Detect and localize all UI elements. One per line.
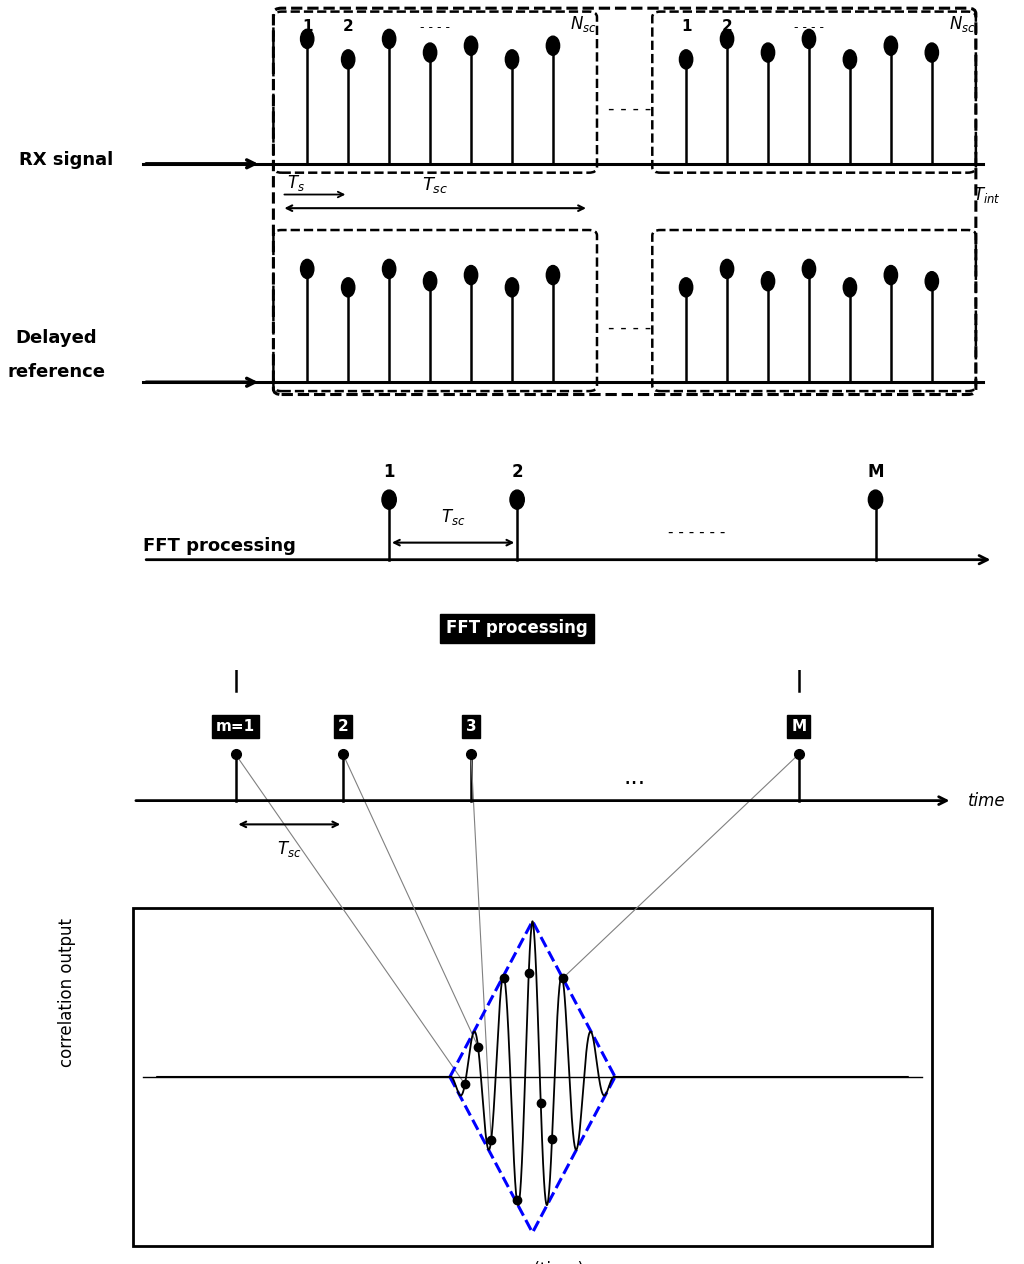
Text: - - - - - - - - - - -: - - - - - - - - - - - (564, 0, 654, 4)
Ellipse shape (424, 272, 436, 291)
Ellipse shape (506, 278, 518, 297)
Text: M: M (867, 463, 884, 482)
Text: 1: 1 (301, 0, 313, 4)
Text: $T_s$: $T_s$ (287, 173, 305, 193)
Text: 1: 1 (681, 19, 691, 34)
Ellipse shape (803, 29, 815, 48)
Text: $T_{sc}$: $T_{sc}$ (422, 174, 449, 195)
Text: 2: 2 (343, 19, 353, 34)
Text: FFT processing: FFT processing (143, 537, 296, 555)
Text: $N_{sc}$: $N_{sc}$ (570, 14, 597, 34)
Text: m=1: m=1 (216, 719, 255, 734)
Text: ...: ... (624, 765, 646, 789)
Ellipse shape (383, 259, 395, 278)
Ellipse shape (301, 259, 313, 278)
Ellipse shape (926, 272, 939, 291)
Ellipse shape (803, 259, 815, 278)
Ellipse shape (547, 37, 559, 56)
Text: - - - -: - - - - (420, 21, 451, 34)
Text: 1: 1 (383, 463, 395, 482)
Ellipse shape (762, 43, 774, 62)
Text: $T_{sc}$: $T_{sc}$ (278, 839, 301, 860)
Text: $T_{sc}$: $T_{sc}$ (441, 507, 465, 527)
Ellipse shape (465, 37, 477, 56)
Text: 3: 3 (466, 719, 476, 734)
Bar (133, 908, 932, 1246)
Ellipse shape (762, 272, 774, 291)
Text: FFT processing: FFT processing (446, 619, 588, 637)
Text: - - - -: - - - - (608, 100, 651, 119)
Ellipse shape (721, 29, 733, 48)
Text: N: N (961, 0, 975, 4)
Text: $N_{sc}$: $N_{sc}$ (949, 14, 976, 34)
Text: range (time): range (time) (480, 1261, 585, 1264)
Ellipse shape (424, 43, 436, 62)
Text: RX signal: RX signal (19, 152, 114, 169)
Ellipse shape (844, 49, 856, 70)
Text: - - - -: - - - - (608, 319, 651, 336)
Ellipse shape (506, 49, 518, 70)
Text: 2: 2 (342, 0, 354, 4)
Text: time: time (968, 791, 1006, 810)
Ellipse shape (383, 29, 395, 48)
Text: 2: 2 (722, 19, 732, 34)
Ellipse shape (342, 49, 355, 70)
Text: - - - - - -: - - - - - - (668, 525, 725, 540)
Ellipse shape (844, 278, 856, 297)
Text: M: M (792, 719, 806, 734)
Text: 2: 2 (511, 463, 523, 482)
Ellipse shape (885, 265, 897, 284)
Ellipse shape (680, 49, 692, 70)
Ellipse shape (680, 278, 692, 297)
Ellipse shape (301, 29, 313, 48)
Text: 2: 2 (338, 719, 348, 734)
Ellipse shape (382, 490, 396, 509)
Ellipse shape (926, 43, 939, 62)
Ellipse shape (510, 490, 524, 509)
Text: correlation output: correlation output (57, 918, 76, 1067)
Ellipse shape (868, 490, 883, 509)
Ellipse shape (342, 278, 355, 297)
Ellipse shape (465, 265, 477, 284)
Text: Delayed: Delayed (15, 329, 97, 346)
Text: $T_{int}$: $T_{int}$ (973, 185, 1000, 205)
Ellipse shape (547, 265, 559, 284)
Text: reference: reference (7, 363, 105, 380)
Text: 1: 1 (302, 19, 312, 34)
Ellipse shape (885, 37, 897, 56)
Text: - - - -: - - - - (794, 21, 824, 34)
Ellipse shape (721, 259, 733, 278)
